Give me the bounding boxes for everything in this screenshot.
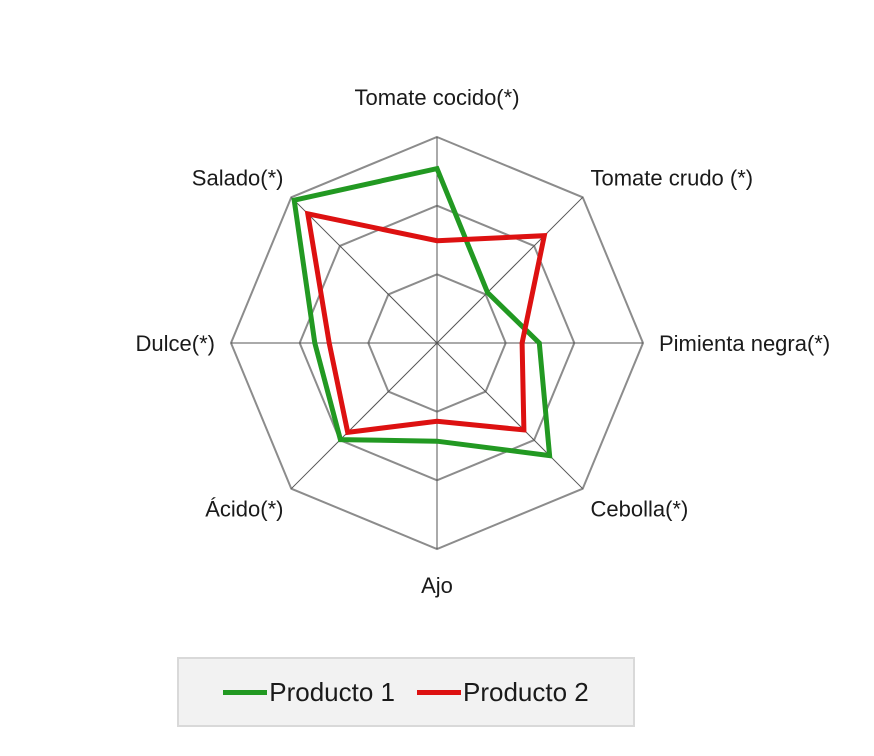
axis-label-7: Dulce(*) <box>136 331 215 356</box>
radar-chart: Tomate cocido(*) Tomate crudo (*) Pimienta… <box>136 85 831 598</box>
legend-label-producto-1: Producto 1 <box>269 676 395 707</box>
axis-label-3: Pimienta negra(*) <box>659 331 830 356</box>
axis-label-8: Salado(*) <box>192 166 284 191</box>
radar-series <box>291 165 553 459</box>
axis-label-4: Cebolla(*) <box>591 497 689 522</box>
series-line-2 <box>304 210 548 436</box>
spoke-8 <box>290 196 438 344</box>
axis-label-2: Tomate crudo (*) <box>591 166 754 191</box>
legend-swatch-producto-2 <box>417 689 461 695</box>
axis-label-5: Ajo <box>421 573 453 598</box>
spoke-6 <box>290 342 438 490</box>
legend-label-producto-2: Producto 2 <box>463 676 589 707</box>
axis-labels: Tomate cocido(*) Tomate crudo (*) Pimienta… <box>136 85 831 598</box>
axis-label-1: Tomate cocido(*) <box>354 85 519 110</box>
spoke-2 <box>436 196 584 344</box>
legend-item-producto-2: Producto 2 <box>417 677 589 708</box>
legend-item-producto-1: Producto 1 <box>223 677 395 708</box>
spoke-4 <box>436 342 584 490</box>
legend-swatch-producto-1 <box>223 689 268 695</box>
legend: Producto 1 Producto 2 <box>177 657 635 727</box>
axis-label-6: Ácido(*) <box>205 497 283 522</box>
series-line-1 <box>291 165 553 459</box>
